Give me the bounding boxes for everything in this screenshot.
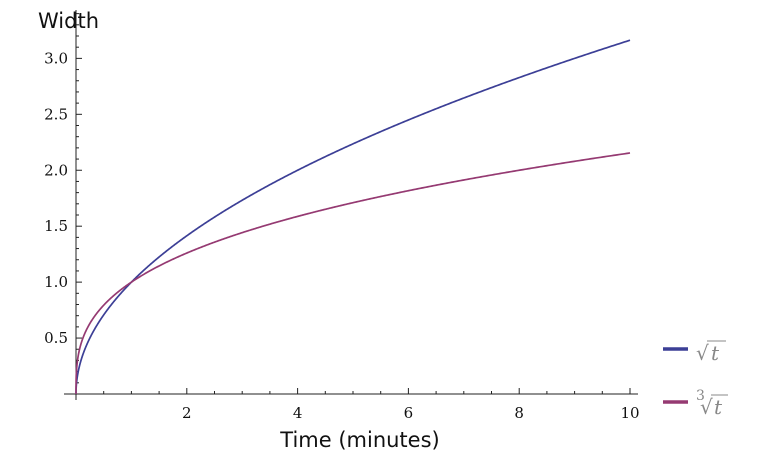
x-axis-title: Time (minutes) (279, 428, 439, 452)
series-line-sqrt (75, 39, 631, 394)
series-line-cbrt (75, 152, 631, 394)
legend-item-sqrt: √ t (663, 340, 726, 365)
x-tick-label: 6 (404, 404, 414, 422)
y-tick-label: 2.0 (44, 161, 68, 179)
legend-root-index-cbrt: 3 (696, 388, 705, 404)
y-tick-label: 1.5 (44, 217, 68, 235)
x-tick-label: 4 (293, 404, 303, 422)
series-layer (75, 39, 631, 394)
y-tick-label: 2.5 (44, 105, 68, 123)
x-tick-label: 2 (182, 404, 192, 422)
legend-radical-cbrt: √ (700, 395, 713, 419)
x-tick-label: 10 (620, 404, 639, 422)
legend-item-cbrt: 3 √ t (663, 388, 728, 419)
y-tick-label: 3.0 (44, 49, 68, 67)
y-tick-label: 0.5 (44, 329, 68, 347)
y-axis-title: Width (38, 9, 99, 33)
y-tick-label: 1.0 (44, 273, 68, 291)
legend: √ t 3 √ t (663, 340, 728, 419)
legend-variable-cbrt: t (714, 395, 723, 419)
axes: 2 4 6 8 10 0.5 1.0 1.5 2.0 2.5 3.0 (44, 10, 640, 422)
x-tick-label: 8 (514, 404, 524, 422)
legend-radical-sqrt: √ (696, 341, 709, 365)
legend-variable-sqrt: t (711, 341, 720, 365)
